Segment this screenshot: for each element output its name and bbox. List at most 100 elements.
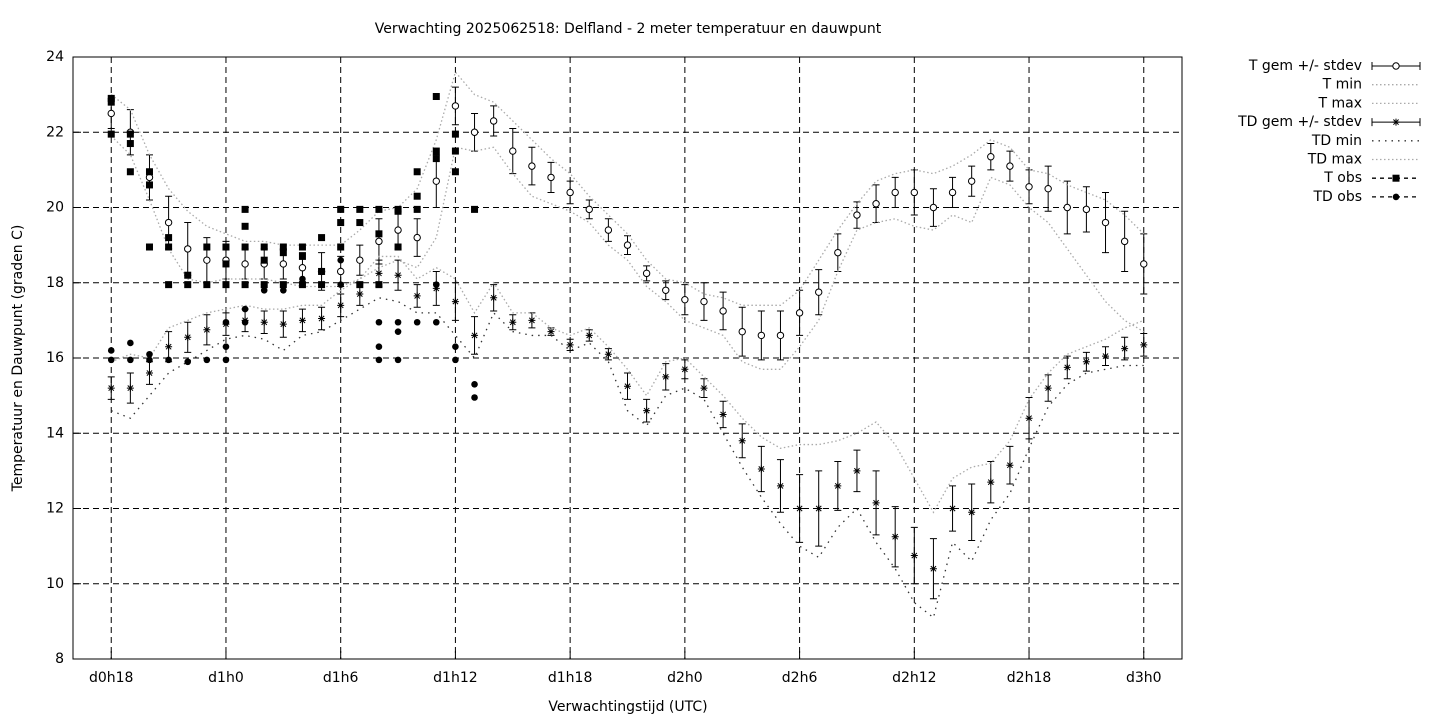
point: [1140, 260, 1148, 268]
point: [413, 168, 421, 176]
point: [662, 373, 670, 381]
point: [681, 295, 689, 304]
point: [528, 162, 536, 170]
point: [184, 271, 192, 279]
x-axis-label: Verwachtingstijd (UTC): [548, 699, 707, 715]
point: [165, 356, 172, 364]
x-tick-label: d2h18: [1007, 670, 1051, 686]
line: [111, 297, 1144, 619]
point: [375, 356, 383, 364]
point: [337, 256, 344, 264]
point: [165, 243, 173, 251]
point: [451, 130, 459, 138]
point: [145, 168, 153, 176]
point: [107, 94, 115, 102]
point: [184, 358, 192, 366]
point: [1102, 352, 1110, 360]
legend-label: TD obs: [1312, 189, 1362, 205]
point: [1025, 183, 1033, 191]
point: [1025, 414, 1033, 422]
point: [222, 243, 230, 251]
point: [164, 218, 173, 227]
x-tick-label: d1h12: [433, 670, 477, 686]
point: [203, 256, 211, 264]
point: [471, 381, 478, 388]
x-tick-label: d1h18: [548, 670, 592, 686]
point: [451, 102, 460, 110]
point: [547, 173, 555, 182]
point: [222, 260, 230, 268]
point: [681, 365, 689, 373]
point: [107, 98, 115, 106]
point: [222, 281, 230, 289]
point: [241, 305, 249, 313]
point: [471, 394, 478, 401]
point: [891, 533, 899, 541]
point: [738, 327, 746, 336]
point: [126, 140, 134, 148]
point: [719, 307, 727, 315]
point: [394, 356, 402, 364]
point: [107, 347, 115, 354]
point: [776, 482, 784, 490]
point: [432, 93, 440, 101]
line: [111, 255, 1144, 514]
point: [604, 226, 613, 234]
point: [260, 286, 268, 294]
point: [260, 281, 268, 288]
point: [471, 331, 479, 339]
point: [184, 333, 192, 341]
point: [700, 384, 708, 392]
x-tick-label: d2h12: [892, 670, 936, 686]
point: [337, 301, 345, 309]
point: [872, 499, 880, 507]
legend-label: TD gem +/- stdev: [1237, 114, 1362, 130]
point: [394, 226, 402, 234]
point: [432, 147, 440, 155]
point: [318, 281, 325, 288]
point: [815, 288, 823, 296]
point: [203, 356, 211, 364]
y-tick-label: 24: [46, 49, 64, 65]
point: [891, 188, 899, 197]
point: [241, 260, 249, 268]
point: [336, 267, 345, 276]
point: [451, 298, 459, 306]
point: [662, 286, 670, 294]
point: [910, 188, 919, 197]
point: [585, 205, 593, 214]
point: [375, 343, 383, 351]
point: [1101, 218, 1110, 227]
point: [279, 320, 287, 328]
point: [413, 192, 421, 200]
point: [776, 331, 785, 340]
x-tick-label: d1h0: [208, 670, 244, 686]
point: [337, 219, 345, 227]
point: [853, 211, 861, 219]
point: [413, 318, 421, 326]
point: [279, 249, 287, 257]
point: [451, 168, 459, 176]
point: [107, 130, 115, 138]
point: [298, 316, 306, 324]
point: [987, 153, 995, 161]
point: [184, 245, 192, 253]
point: [280, 281, 287, 288]
point: [375, 205, 383, 213]
legend-label: T obs: [1323, 170, 1362, 186]
point: [241, 205, 249, 213]
point: [241, 318, 249, 326]
point: [489, 117, 498, 125]
point: [337, 243, 344, 251]
point: [929, 565, 937, 573]
point: [470, 128, 479, 136]
point: [432, 155, 440, 163]
point: [452, 356, 459, 364]
point: [795, 309, 804, 317]
point: [642, 269, 651, 278]
point: [318, 314, 326, 322]
point: [241, 243, 249, 251]
point: [815, 505, 823, 512]
point: [394, 271, 402, 279]
point: [222, 356, 230, 364]
